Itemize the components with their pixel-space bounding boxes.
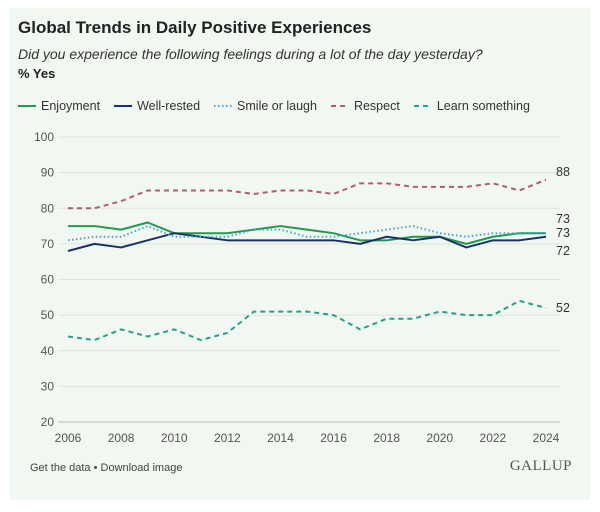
y-tick-label: 90	[41, 166, 55, 180]
series-line-respect	[68, 178, 547, 210]
y-tick-label: 60	[41, 273, 55, 287]
x-tick-label: 2018	[373, 431, 400, 445]
x-tick-label: 2020	[426, 431, 453, 445]
legend-item: Enjoyment	[18, 99, 100, 113]
series-line-learn-something	[67, 299, 547, 342]
end-value-label: 73	[556, 226, 570, 240]
y-tick-label: 50	[41, 308, 55, 322]
legend-swatch	[114, 105, 133, 107]
x-tick-label: 2014	[267, 431, 294, 445]
x-tick-label: 2016	[320, 431, 347, 445]
y-tick-label: 100	[34, 130, 54, 144]
chart-subtitle: Did you experience the following feeling…	[18, 46, 483, 62]
legend-label: Smile or laugh	[237, 99, 317, 113]
y-tick-label: 80	[41, 201, 55, 215]
x-tick-label: 2022	[480, 431, 507, 445]
x-tick-label: 2006	[55, 431, 82, 445]
y-unit-label: % Yes	[18, 66, 56, 81]
end-value-label: 88	[556, 165, 570, 179]
end-value-label: 52	[556, 301, 570, 315]
legend-label: Learn something	[436, 99, 530, 113]
legend-label: Enjoyment	[41, 99, 101, 113]
legend-label: Well-rested	[137, 99, 201, 113]
chart-card	[10, 8, 590, 500]
end-value-label: 73	[556, 212, 570, 226]
legend-swatch	[18, 105, 36, 107]
legend-item: Well-rested	[114, 99, 200, 113]
y-tick-label: 70	[41, 237, 55, 251]
legend: Enjoyment Well-rested Smile or laugh Respec…	[18, 99, 530, 113]
legend-label: Respect	[353, 99, 400, 113]
y-tick-label: 20	[41, 415, 55, 429]
y-tick-label: 30	[41, 379, 55, 393]
x-tick-label: 2008	[108, 431, 135, 445]
x-tick-label: 2012	[214, 431, 241, 445]
footer-links[interactable]: Get the data • Download image	[30, 462, 183, 474]
legend-item: Smile or laugh	[214, 99, 317, 113]
end-value-label: 72	[556, 244, 570, 258]
y-tick-label: 40	[41, 344, 55, 358]
x-tick-label: 2010	[161, 431, 188, 445]
legend-swatch	[214, 105, 233, 107]
legend-item: Learn something	[413, 99, 530, 113]
series-line-smile-or-laugh	[67, 225, 546, 242]
chart-title: Global Trends in Daily Positive Experien…	[18, 18, 372, 37]
legend-swatch	[413, 105, 432, 107]
gallup-logo: GALLUP	[509, 458, 572, 474]
legend-swatch	[330, 105, 349, 107]
x-tick-label: 2024	[533, 431, 560, 445]
legend-item: Respect	[330, 99, 400, 113]
